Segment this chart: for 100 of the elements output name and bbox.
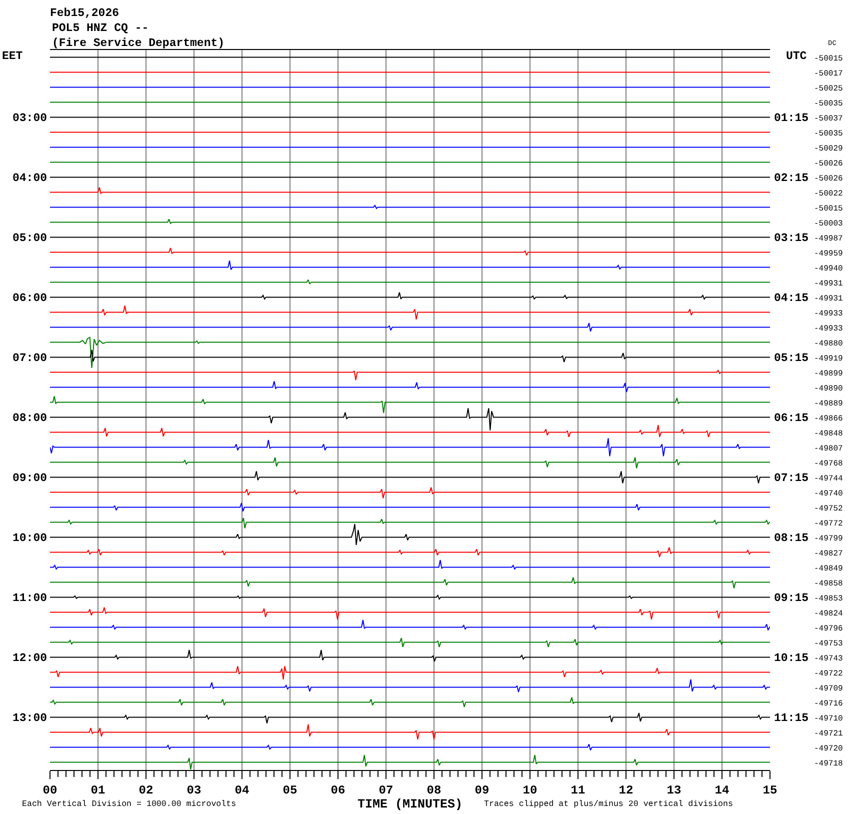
category-label: -49772 (814, 519, 843, 528)
y-tick-label: 11:00 (12, 592, 48, 606)
category-label: -49827 (814, 549, 843, 558)
x-tick-label: 08 (426, 783, 442, 798)
line-series (50, 666, 770, 680)
category-label: -49931 (814, 279, 843, 288)
y3-tick-label: 06:15 (774, 412, 809, 426)
category-label: -50026 (814, 159, 843, 168)
y3-tick-label: 04:15 (774, 292, 809, 306)
x-tick-label: 06 (330, 783, 346, 798)
chart-subtitle: POL5 HNZ CQ -- (Fire Service Department) (52, 22, 225, 50)
line-series (50, 260, 770, 270)
category-label: -49890 (814, 384, 843, 394)
category-label: -49931 (814, 294, 843, 304)
line-series (50, 408, 770, 431)
y-tick-label: 09:00 (12, 472, 48, 486)
x-tick-label: 05 (282, 783, 298, 798)
category-label: -50035 (814, 99, 843, 108)
category-label: -49940 (814, 264, 843, 274)
line-series (50, 638, 770, 648)
line-series (50, 524, 770, 546)
line-series (50, 606, 770, 620)
y3-tick-label: 01:15 (774, 112, 809, 126)
y-tick-label: 07:00 (12, 352, 48, 366)
line-series (50, 518, 770, 529)
category-label: -49799 (814, 534, 843, 544)
category-label: -49866 (814, 414, 843, 424)
y-tick-label: 08:00 (12, 412, 48, 426)
y3-tick-label: 08:15 (774, 532, 809, 546)
line-series (50, 546, 770, 558)
y-tick-label: 06:00 (12, 292, 48, 306)
category-label: -49933 (814, 309, 843, 318)
x-tick-label: 02 (138, 783, 154, 798)
y3-tick-label: 03:15 (774, 232, 809, 246)
line-series (50, 424, 770, 438)
x-tick-label: 11 (570, 783, 586, 798)
y-tick-label: 04:00 (12, 172, 48, 186)
y-tick-label: 10:00 (12, 532, 48, 546)
line-series (50, 678, 770, 692)
line-series (50, 396, 770, 414)
line-series (50, 744, 770, 751)
line-series (50, 620, 770, 631)
category-label: -49919 (814, 354, 843, 364)
line-series (50, 350, 770, 362)
category-label: -49880 (814, 339, 843, 348)
line-series (50, 438, 770, 457)
line-series (50, 292, 770, 300)
category-label: -49933 (814, 324, 843, 334)
y-tick-label: 03:00 (12, 112, 48, 126)
line-series (50, 712, 770, 724)
category-label: -49858 (814, 579, 843, 588)
y3-tick-label: 10:15 (774, 652, 809, 666)
y-tick-label: 13:00 (12, 712, 48, 726)
x-tick-label: 14 (714, 783, 730, 798)
x-tick-label: 12 (618, 783, 634, 798)
category-label: -50025 (814, 84, 843, 94)
category-label: -49889 (814, 399, 843, 408)
x-tick-label: 01 (90, 783, 106, 798)
y-tick-label: 05:00 (12, 232, 48, 246)
x-tick-label: 03 (186, 783, 202, 798)
category-label: -49987 (814, 234, 843, 244)
category-label: -49959 (814, 249, 843, 258)
line-series (50, 696, 770, 708)
line-series (50, 248, 770, 256)
y3-axis-title: UTC (786, 50, 807, 63)
category-label: -50029 (814, 144, 843, 154)
y3-tick-label: 05:15 (774, 352, 809, 366)
category-label: -50037 (814, 114, 843, 124)
x-tick-label: 13 (666, 783, 682, 798)
line-series (50, 650, 770, 662)
category-label: -49716 (814, 699, 843, 708)
line-series (50, 380, 770, 392)
y-axis-title: EET (2, 50, 23, 63)
y3-tick-label: 11:15 (774, 712, 809, 726)
text: Each Vertical Division = 1000.00 microvolts (22, 799, 236, 809)
category-label: -49853 (814, 594, 843, 604)
category-label: -50035 (814, 129, 843, 138)
category-label: -49720 (814, 744, 843, 754)
category-label: -49752 (814, 504, 843, 514)
category-label: -49753 (814, 639, 843, 648)
y3-tick-label: 02:15 (774, 172, 809, 186)
x-axis-title: TIME (MINUTES) (357, 797, 463, 812)
category-label: -50026 (814, 174, 843, 184)
line-series (50, 305, 770, 320)
category-label: -50015 (814, 54, 843, 64)
category-label: -49740 (814, 489, 843, 498)
x-tick-label: 00 (42, 783, 58, 798)
category-label: -50022 (814, 189, 843, 198)
line-series (50, 754, 770, 770)
line-series (50, 724, 770, 740)
category-label: -49849 (814, 564, 843, 574)
x-tick-label: 04 (234, 783, 250, 798)
category-label: -49743 (814, 654, 843, 664)
y3-tick-label: 07:15 (774, 472, 809, 486)
y-tick-label: 12:00 (12, 652, 48, 666)
x-tick-label: 10 (522, 783, 538, 798)
category-label: -50003 (814, 219, 843, 228)
category-label: -49710 (814, 714, 843, 724)
text: Traces clipped at plus/minus 20 vertical divisions (484, 799, 733, 809)
chart-title: Feb15,2026 (50, 7, 120, 20)
